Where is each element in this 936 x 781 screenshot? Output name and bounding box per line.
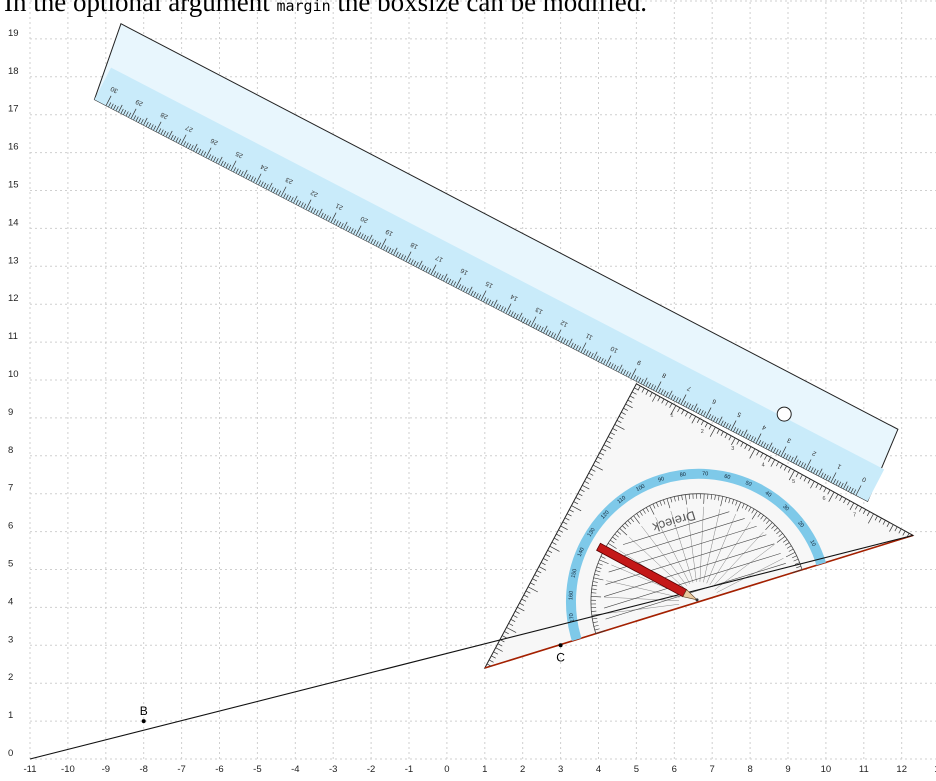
x-tick-label: 5 (634, 764, 639, 775)
ruler: 0123456789101112131415161718192021222324… (94, 24, 897, 502)
x-tick-label: -3 (329, 764, 337, 775)
x-tick-label: 2 (520, 764, 525, 775)
y-tick-label: 4 (8, 596, 13, 607)
y-tick-label: 10 (8, 369, 19, 380)
y-tick-label: 14 (8, 217, 19, 228)
y-tick-label: 19 (8, 28, 19, 39)
y-tick-label: 15 (8, 180, 19, 191)
y-tick-label: 13 (8, 255, 19, 266)
y-tick-label: 3 (8, 634, 13, 645)
y-tick-label: 16 (8, 142, 19, 153)
y-tick-label: 5 (8, 559, 13, 570)
y-tick-label: 7 (8, 483, 13, 494)
ruler-hole (777, 407, 791, 421)
y-tick-label: 9 (8, 407, 13, 418)
construction-line (30, 535, 913, 759)
y-tick-label: 1 (8, 710, 13, 721)
x-tick-label: -6 (215, 764, 223, 775)
x-tick-label: 4 (596, 764, 601, 775)
y-tick-label: 17 (8, 104, 19, 115)
caption-prefix: In the optional argument (4, 0, 276, 17)
x-tick-label: -5 (253, 764, 261, 775)
point-marker (142, 719, 146, 723)
x-tick-label: -7 (177, 764, 185, 775)
x-tick-label: 7 (710, 764, 715, 775)
y-tick-label: 18 (8, 66, 19, 77)
x-tick-label: 3 (558, 764, 563, 775)
y-tick-label: 0 (8, 748, 13, 759)
protractor-label: 70 (702, 471, 708, 477)
y-tick-label: 12 (8, 293, 19, 304)
set-square-small-label: 1 (670, 413, 673, 419)
caption-suffix: the boxsize can be modified. (331, 0, 647, 17)
y-tick-label: 2 (8, 672, 13, 683)
x-tick-label: -11 (23, 764, 36, 775)
x-tick-label: -10 (61, 764, 75, 775)
protractor-label: 160 (568, 591, 574, 600)
y-tick-label: 8 (8, 445, 13, 456)
x-tick-label: -8 (139, 764, 147, 775)
point-label: B (140, 704, 148, 718)
x-tick-label: 0 (444, 764, 449, 775)
point-marker (559, 643, 563, 647)
x-tick-label: -1 (405, 764, 413, 775)
set-square-small-label: 5 (792, 479, 795, 485)
x-tick-label: 8 (747, 764, 752, 775)
line-segment (30, 535, 913, 759)
point-label: C (556, 650, 565, 664)
y-tick-label: 6 (8, 521, 13, 532)
set-square-small-label: 4 (762, 463, 765, 469)
set-square-small-label: 6 (823, 496, 826, 502)
x-tick-label: 12 (896, 764, 907, 775)
x-tick-label: 6 (672, 764, 677, 775)
x-tick-label: 11 (859, 764, 869, 775)
set-square-small-label: 7 (853, 513, 856, 519)
caption: In the optional argument margin the boxs… (4, 0, 647, 22)
x-tick-label: -9 (102, 764, 110, 775)
x-tick-label: 1 (482, 764, 487, 775)
x-tick-label: 9 (785, 764, 790, 775)
x-tick-label: -2 (367, 764, 375, 775)
protractor-label: 80 (680, 472, 687, 479)
x-tick-label: -4 (291, 764, 299, 775)
set-square-small-label: 3 (731, 446, 734, 452)
caption-code: margin (276, 0, 330, 15)
x-tick-label: 10 (821, 764, 832, 775)
y-tick-label: 11 (8, 331, 18, 342)
set-square-small-label: 2 (701, 429, 704, 435)
pencil-lead (696, 598, 699, 601)
